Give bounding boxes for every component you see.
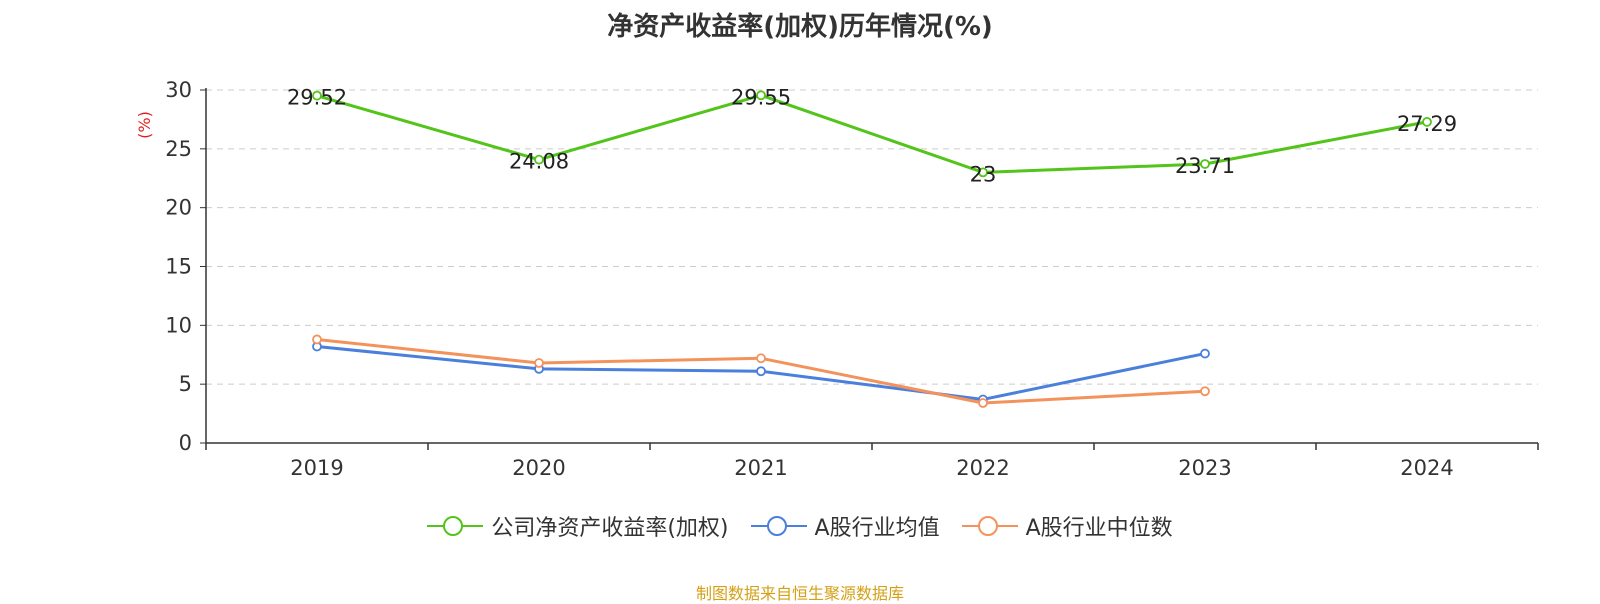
data-point [978, 167, 988, 178]
x-tick-label: 2023 [1178, 456, 1231, 480]
data-label: 23 [970, 162, 997, 186]
legend-swatch-icon [961, 514, 1018, 538]
legend-label: A股行业均值 [814, 516, 940, 541]
x-tick-label: 2019 [290, 456, 343, 480]
data-point [978, 398, 988, 408]
legend-label: 公司净资产收益率(加权) [491, 516, 729, 541]
chart-title: 净资产收益率(加权)历年情况(%) [607, 12, 993, 42]
data-point [1200, 386, 1210, 397]
data-point [1200, 348, 1210, 359]
legend-item-0[interactable]: 公司净资产收益率(加权) [427, 510, 729, 542]
legend-item-1[interactable]: A股行业均值 [750, 510, 940, 542]
data-point [756, 90, 766, 101]
legend: 公司净资产收益率(加权) A股行业均值 A股行业中位数 [0, 510, 1600, 542]
data-point [534, 154, 544, 165]
x-tick-label: 2021 [734, 456, 787, 480]
legend-swatch-icon [750, 514, 807, 538]
data-point [534, 358, 544, 368]
data-point [1200, 159, 1210, 169]
y-tick-label: 10 [165, 313, 192, 337]
data-point [756, 366, 766, 377]
data-label: 24.08 [509, 150, 569, 174]
y-tick-label: 5 [179, 372, 192, 396]
legend-swatch-icon [427, 514, 484, 538]
x-tick-label: 2024 [1400, 456, 1453, 480]
source-note: 制图数据来自恒生聚源数据库 [695, 584, 904, 603]
y-tick-label: 30 [165, 78, 192, 102]
y-tick-label: 25 [165, 137, 192, 161]
data-point [1422, 116, 1432, 127]
legend-label: A股行业中位数 [1025, 516, 1173, 541]
legend-item-2[interactable]: A股行业中位数 [961, 510, 1173, 542]
data-label: 29.52 [287, 86, 347, 110]
data-point [312, 90, 322, 101]
series-line-0 [316, 93, 1428, 174]
y-tick-label: 15 [165, 255, 192, 279]
data-label: 29.55 [731, 85, 791, 109]
data-label: 23.71 [1175, 154, 1235, 178]
x-tick-label: 2020 [512, 456, 565, 480]
y-axis-label: (%) [135, 111, 154, 139]
data-point [756, 353, 766, 364]
x-tick-label: 2022 [956, 456, 1009, 480]
data-point [312, 334, 322, 345]
data-label: 27.29 [1397, 112, 1457, 136]
y-tick-label: 0 [179, 431, 192, 455]
y-tick-label: 20 [165, 196, 192, 220]
